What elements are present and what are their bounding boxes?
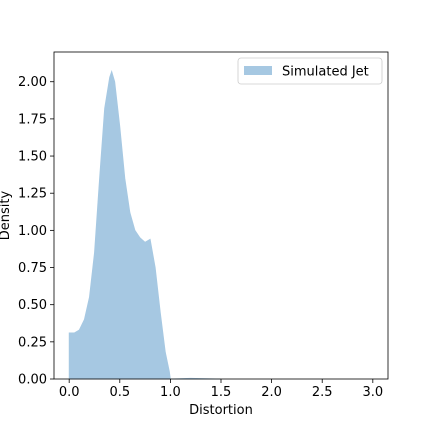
legend-label-simulated-jet: Simulated Jet [282, 65, 369, 80]
y-axis-label: Density [0, 190, 13, 240]
series-area-simulated-jet [68, 69, 222, 380]
x-tick-label: 0.0 [59, 385, 80, 400]
y-tick-label: 0.75 [18, 261, 47, 276]
x-tick-label: 1.0 [160, 385, 181, 400]
y-tick-label: 0.25 [18, 335, 47, 350]
plot-area [53, 51, 389, 380]
x-tick-label: 3.0 [362, 385, 383, 400]
x-axis-ticks: 0.0 0.5 1.0 1.5 2.0 2.5 3.0 [59, 379, 383, 400]
y-tick-label: 0.50 [18, 298, 47, 313]
legend: Simulated Jet [237, 57, 383, 85]
legend-box [237, 57, 383, 85]
x-tick-label: 2.0 [261, 385, 282, 400]
y-tick-label: 1.00 [18, 224, 47, 239]
legend-swatch-simulated-jet [244, 66, 272, 75]
y-tick-label: 0.00 [18, 373, 47, 388]
y-tick-label: 1.75 [18, 112, 47, 127]
y-tick-label: 2.00 [18, 75, 47, 90]
y-tick-label: 1.25 [18, 187, 47, 202]
x-tick-label: 2.5 [312, 385, 333, 400]
x-tick-label: 1.5 [211, 385, 232, 400]
y-tick-label: 1.50 [18, 150, 47, 165]
x-tick-label: 0.5 [109, 385, 130, 400]
x-axis-label: Distortion [189, 403, 253, 418]
y-axis-ticks: 0.00 0.25 0.50 0.75 1.00 1.25 1.50 1.75 2.00 [18, 75, 54, 388]
